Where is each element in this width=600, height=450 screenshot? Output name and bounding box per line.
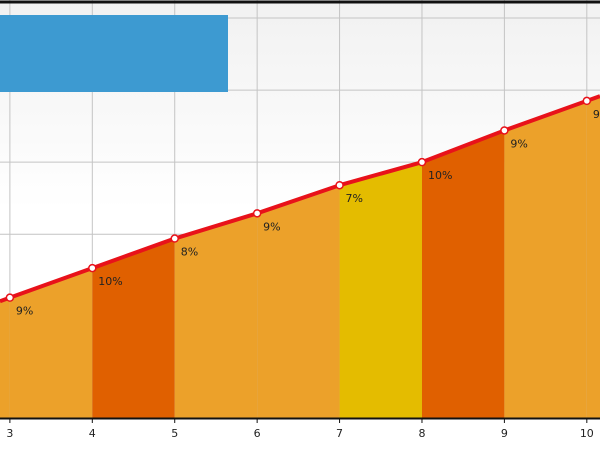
area-segment: [257, 185, 340, 418]
x-tick-label: 10: [580, 427, 594, 440]
point-label: 9%: [593, 108, 600, 121]
point-label: 9%: [16, 305, 33, 318]
point: [500, 126, 509, 135]
area-edge: [586, 96, 600, 419]
point: [170, 234, 179, 243]
area-segment: [421, 130, 505, 418]
x-tick-label: 4: [89, 427, 96, 440]
x-tick-label: 3: [6, 427, 13, 440]
area-segment: [9, 268, 93, 418]
x-tick-label: 6: [254, 427, 261, 440]
area-segment: [339, 162, 422, 418]
x-tick-label: 7: [336, 427, 343, 440]
area-segment: [92, 238, 175, 418]
point: [335, 180, 344, 190]
point: [582, 96, 592, 106]
point-label: 9%: [263, 220, 280, 233]
legend-box: [0, 15, 228, 92]
point: [5, 293, 15, 302]
point-label: 10%: [98, 275, 122, 288]
point-label: 7%: [346, 192, 363, 205]
point: [252, 209, 262, 218]
point-label: 10%: [428, 169, 452, 182]
x-tick-label: 8: [418, 427, 425, 440]
foreground: 3 4 5 6 7 8 9 10 9% 10% 8% 9% 7% 10% 9% 9%: [0, 94, 600, 440]
x-tick-label: 5: [171, 427, 178, 440]
point-label: 9%: [510, 137, 527, 150]
point: [88, 263, 97, 273]
area-edge: [0, 297, 10, 418]
areas: [0, 96, 600, 419]
area-segment: [174, 213, 258, 418]
point-label: 8%: [181, 246, 198, 259]
x-tick-label: 9: [501, 427, 508, 440]
point: [417, 157, 427, 167]
line: [9, 99, 588, 300]
area-segment: [504, 100, 587, 419]
